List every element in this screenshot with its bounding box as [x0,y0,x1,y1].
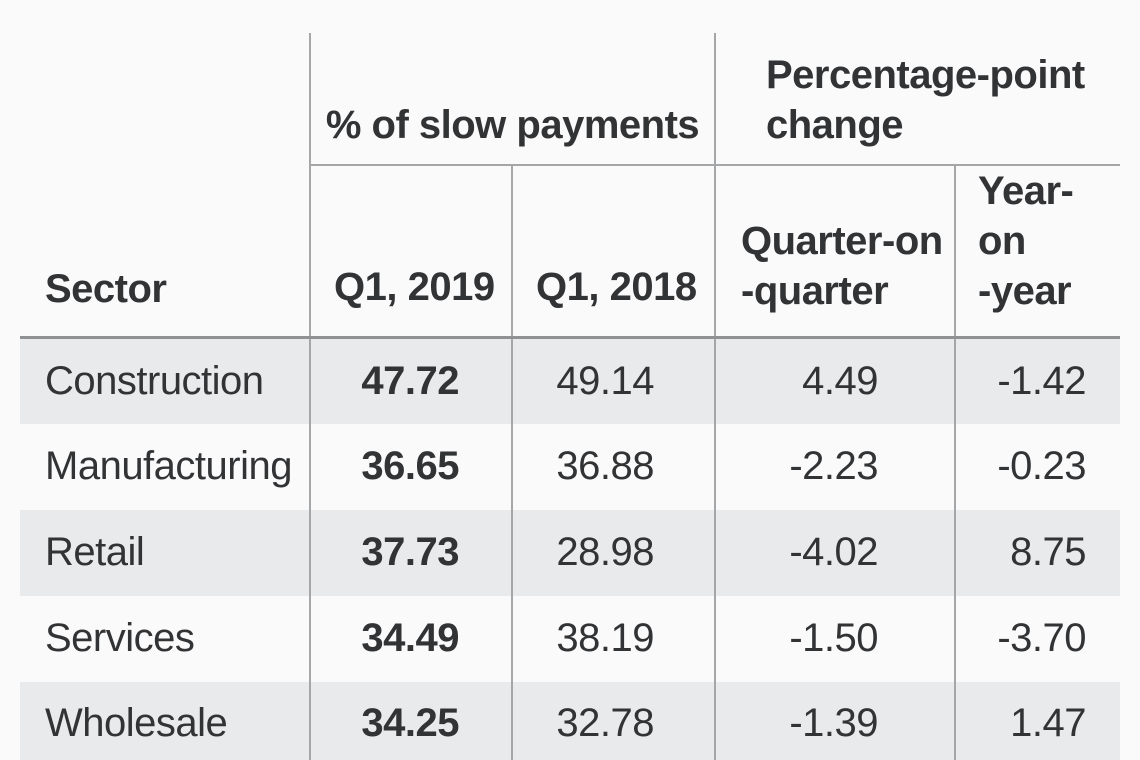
q1-2018-value-cell: 28.98 [511,509,715,596]
yoy-header-line2: -year [978,269,1072,313]
q1-2018-value-cell: 36.88 [511,423,715,510]
yoy-header-line1: Year-on [978,169,1074,263]
table-row-manufacturing: Manufacturing 36.65 36.88 -2.23 -0.23 [20,423,1120,510]
table-row-retail: Retail 37.73 28.98 -4.02 8.75 [20,509,1120,596]
table-row-wholesale: Wholesale 34.25 32.78 -1.39 1.47 [20,681,1120,760]
yoy-change-cell: -3.70 [954,595,1120,682]
q1-2018-value-cell: 49.14 [511,336,715,424]
q1-2019-value-cell: 36.65 [309,423,512,510]
qoq-change-cell: -4.02 [714,509,955,596]
yoy-change-cell: 1.47 [954,681,1120,760]
group-header-row: Sector % of slow payments Percentage-poi… [20,33,1120,311]
qoq-change-cell: -1.39 [714,681,955,760]
table-row-services: Services 34.49 38.19 -1.50 -3.70 [20,595,1120,682]
sector-cell: Wholesale [20,681,310,760]
yoy-change-cell: -1.42 [954,336,1120,424]
yoy-change-cell: -0.23 [954,423,1120,510]
qoq-header-line1: Quarter-on [741,219,943,263]
qoq-change-cell: -1.50 [714,595,955,682]
group-header-percentage-point-change: Percentage-point change [714,33,1120,166]
sector-cell: Manufacturing [45,444,292,488]
sector-cell: Services [45,616,195,660]
q1-2018-column-header: Q1, 2018 [511,165,715,338]
quarter-on-quarter-column-header: Quarter-on -quarter [714,165,955,338]
sector-cell: Retail [45,530,145,574]
q1-2019-value-cell: 34.25 [309,681,512,760]
qoq-change-cell: 4.49 [714,336,955,424]
table-row-construction: Construction 47.72 49.14 4.49 -1.42 [20,336,1120,424]
slow-payments-table: Sector % of slow payments Percentage-poi… [20,33,1120,760]
group-header-slow-payments: % of slow payments [309,33,715,166]
q1-2018-value-cell: 38.19 [511,595,715,682]
group-change-line1: Percentage-point [766,53,1085,97]
q1-2019-value-cell: 34.49 [309,595,512,682]
q1-2018-value-cell: 32.78 [511,681,715,760]
qoq-header-line2: -quarter [741,269,889,313]
year-on-year-column-header: Year-on -year [954,165,1120,338]
group-change-line2: change [766,103,904,147]
yoy-change-cell: 8.75 [954,509,1120,596]
q1-2019-column-header: Q1, 2019 [309,165,512,338]
sub-header-row: Q1, 2019 Q1, 2018 Quarter-on -quarter Ye… [20,165,1120,338]
q1-2019-value-cell: 47.72 [309,336,512,424]
sector-column-header: Sector [45,267,167,311]
sector-cell: Construction [20,336,310,424]
qoq-change-cell: -2.23 [714,423,955,510]
q1-2019-value-cell: 37.73 [309,509,512,596]
